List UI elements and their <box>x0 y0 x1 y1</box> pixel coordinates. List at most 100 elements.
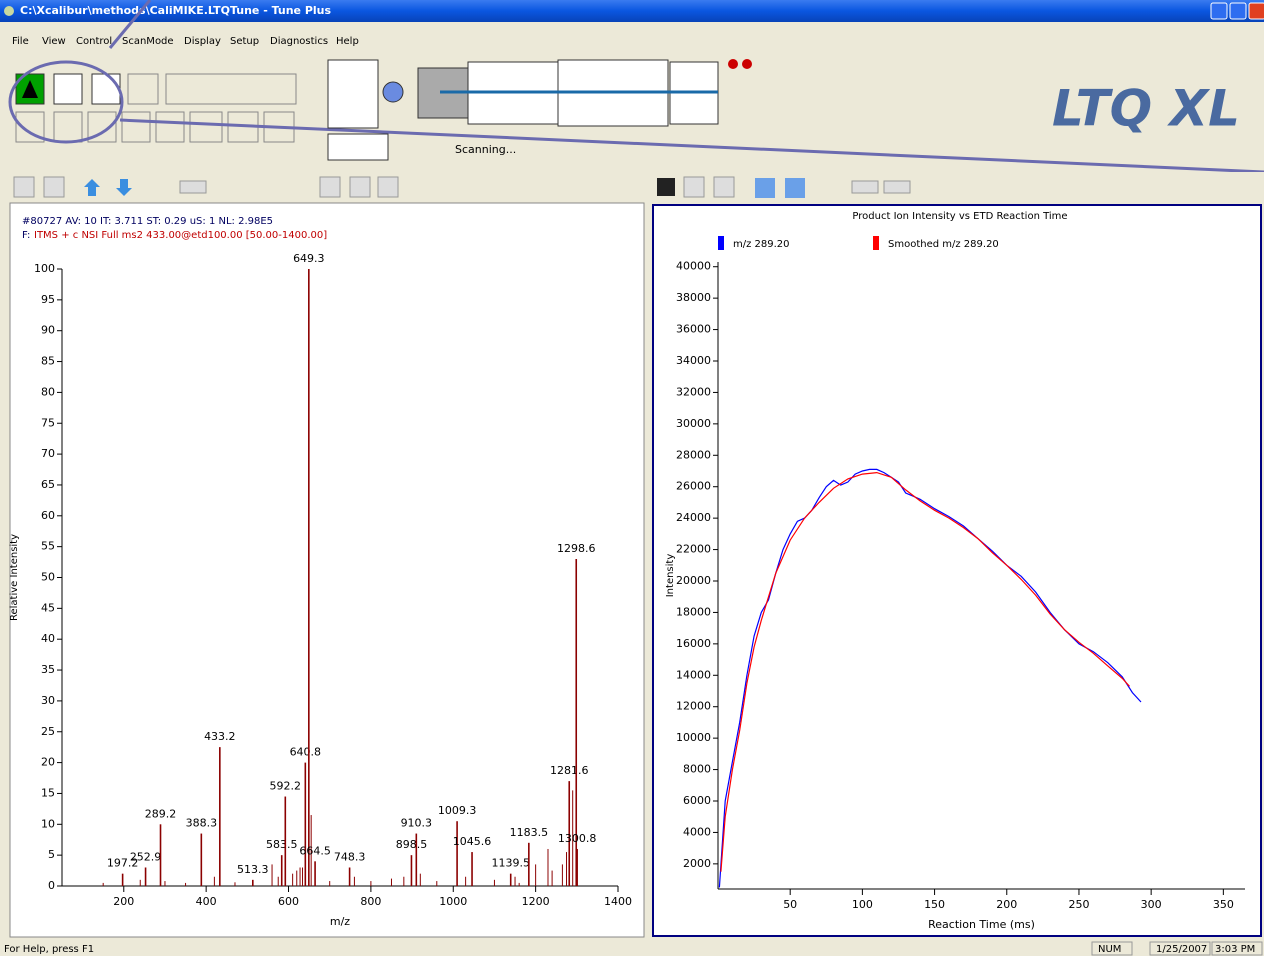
y-tick-label: 24000 <box>676 511 711 524</box>
copy-button[interactable] <box>684 177 704 197</box>
y-tick-label: 90 <box>41 324 55 337</box>
toolbar-button[interactable] <box>122 112 150 142</box>
logo: LTQ XL <box>1052 80 1240 138</box>
y-tick-label: 50 <box>41 571 55 584</box>
y-tick-label: 0 <box>48 879 55 892</box>
y-tick-label: 14000 <box>676 668 711 681</box>
plot-view <box>653 205 1261 936</box>
status-num: NUM <box>1098 944 1121 955</box>
x-tick-label: 600 <box>278 895 299 908</box>
y-tick-label: 2000 <box>683 857 711 870</box>
y-tick-label: 32000 <box>676 385 711 398</box>
led <box>728 59 738 69</box>
chart-title: Product Ion Intensity vs ETD Reaction Ti… <box>852 211 1067 222</box>
scale-button[interactable] <box>378 177 398 197</box>
maximize-button[interactable] <box>1230 3 1246 19</box>
peak-label: 592.2 <box>270 780 302 793</box>
y-tick-label: 20 <box>41 756 55 769</box>
x-tick-label: 50 <box>783 898 797 911</box>
y-tick-label: 22000 <box>676 543 711 556</box>
menu-item[interactable]: ScanMode <box>122 36 174 47</box>
peak-label: 748.3 <box>334 850 366 863</box>
toolbar-button[interactable] <box>92 74 120 104</box>
x-axis-label: m/z <box>330 915 350 928</box>
x-tick-label: 300 <box>1141 898 1162 911</box>
status-time: 3:03 PM <box>1215 944 1255 955</box>
x-tick-label: 100 <box>852 898 873 911</box>
peak-label: 388.3 <box>186 817 218 830</box>
zoom-button[interactable] <box>884 181 910 193</box>
zoom-button[interactable] <box>785 178 805 198</box>
print-button[interactable] <box>714 177 734 197</box>
page: C:\Xcalibur\methods\CaliMIKE.LTQTune - T… <box>0 0 1264 956</box>
y-axis-label: Intensity <box>665 554 676 598</box>
toolbar-button[interactable] <box>54 112 82 142</box>
led <box>742 59 752 69</box>
peak-label: 433.2 <box>204 730 236 743</box>
y-tick-label: 60 <box>41 509 55 522</box>
scale-button[interactable] <box>350 177 370 197</box>
zoom-button[interactable] <box>755 178 775 198</box>
scale-button[interactable] <box>320 177 340 197</box>
print-button[interactable] <box>44 177 64 197</box>
y-tick-label: 25 <box>41 725 55 738</box>
peak-label: 1009.3 <box>438 804 477 817</box>
y-tick-label: 85 <box>41 355 55 368</box>
y-tick-label: 34000 <box>676 354 711 367</box>
y-tick-label: 95 <box>41 293 55 306</box>
x-tick-label: 200 <box>113 895 134 908</box>
peak-label: 664.5 <box>299 844 331 857</box>
peak-label: 1281.6 <box>550 764 589 777</box>
y-tick-label: 30000 <box>676 417 711 430</box>
y-tick-label: 80 <box>41 385 55 398</box>
status-bar <box>0 940 1264 956</box>
y-tick-label: 65 <box>41 478 55 491</box>
peak-label: 910.3 <box>401 817 433 830</box>
y-tick-label: 75 <box>41 416 55 429</box>
y-tick-label: 45 <box>41 601 55 614</box>
menu-item[interactable]: Help <box>336 36 359 47</box>
y-tick-label: 4000 <box>683 825 711 838</box>
zoom-button[interactable] <box>852 181 878 193</box>
toolbar-button[interactable] <box>190 112 222 142</box>
y-tick-label: 38000 <box>676 291 711 304</box>
legend-label: Smoothed m/z 289.20 <box>888 239 999 250</box>
pump-block <box>328 134 388 160</box>
y-tick-label: 16000 <box>676 637 711 650</box>
y-tick-label: 36000 <box>676 323 711 336</box>
save-button[interactable] <box>657 178 675 196</box>
spectrum-view <box>10 203 644 937</box>
close-button[interactable] <box>1249 3 1264 19</box>
menu-item[interactable]: Setup <box>230 36 259 47</box>
peak-label: 1139.5 <box>491 857 530 870</box>
window-title: C:\Xcalibur\methods\CaliMIKE.LTQTune - T… <box>20 4 331 17</box>
y-tick-label: 12000 <box>676 700 711 713</box>
toolbar-button[interactable] <box>166 74 296 104</box>
peak-label: 583.5 <box>266 838 298 851</box>
toolbar-button[interactable] <box>156 112 184 142</box>
toolbar-button[interactable] <box>54 74 82 104</box>
x-tick-label: 150 <box>924 898 945 911</box>
y-tick-label: 70 <box>41 447 55 460</box>
toolbar-button[interactable] <box>128 74 158 104</box>
peak-label: 640.8 <box>290 746 322 759</box>
x-tick-label: 1000 <box>439 895 467 908</box>
menu-item[interactable]: Diagnostics <box>270 36 328 47</box>
x-tick-label: 400 <box>196 895 217 908</box>
y-tick-label: 15 <box>41 786 55 799</box>
filter-text: ITMS + c NSI Full ms2 433.00@etd100.00 [… <box>34 230 327 241</box>
y-tick-label: 20000 <box>676 574 711 587</box>
peak-label: 252.9 <box>130 850 162 863</box>
minimize-button[interactable] <box>1211 3 1227 19</box>
menu-item[interactable]: Display <box>184 36 221 47</box>
menu-item[interactable]: Control <box>76 36 112 47</box>
menu-item[interactable]: View <box>42 36 66 47</box>
y-tick-label: 100 <box>34 262 55 275</box>
x-tick-label: 800 <box>360 895 381 908</box>
menu-item[interactable]: File <box>12 36 29 47</box>
filter-prefix: F: <box>22 230 30 241</box>
status-help: For Help, press F1 <box>4 944 94 955</box>
copy-button[interactable] <box>14 177 34 197</box>
y-tick-label: 8000 <box>683 763 711 776</box>
zoom-button[interactable] <box>180 181 206 193</box>
